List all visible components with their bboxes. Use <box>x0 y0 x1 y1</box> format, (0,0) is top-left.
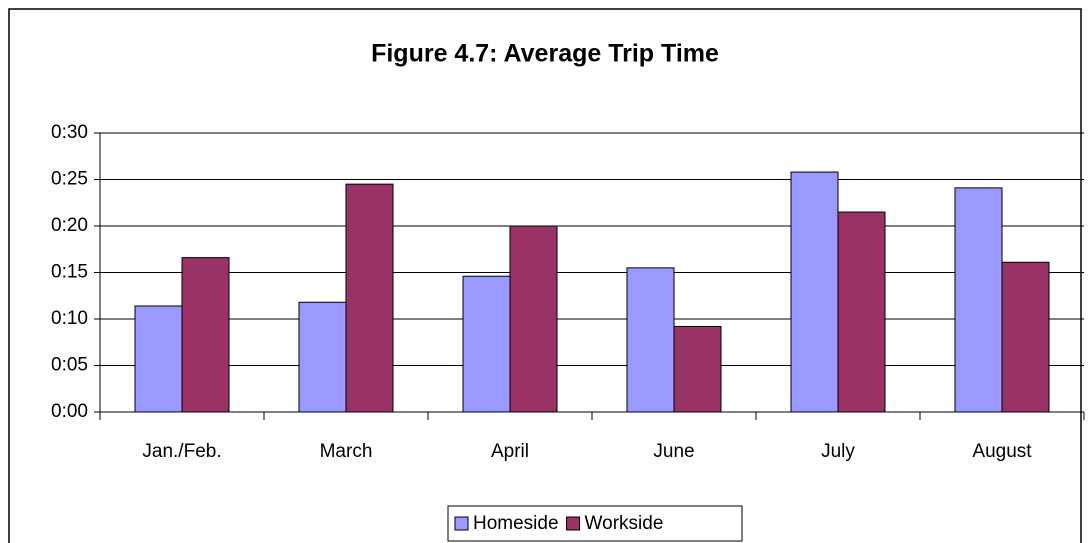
x-tick-label: June <box>653 441 694 462</box>
x-tick-label: August <box>972 441 1032 462</box>
x-tick-label: April <box>491 441 529 462</box>
bar <box>790 171 839 413</box>
bar <box>509 225 558 413</box>
bar <box>298 301 347 413</box>
bar <box>673 325 722 413</box>
x-tick-label: July <box>821 441 855 462</box>
y-tick-label: 0:30 <box>51 122 88 143</box>
bar <box>462 275 511 413</box>
legend-swatch <box>566 516 581 531</box>
legend-label: Homeside <box>473 513 559 534</box>
bar <box>837 211 886 413</box>
x-tick-label: Jan./Feb. <box>142 441 221 462</box>
bar <box>134 305 183 413</box>
bar <box>1001 261 1050 413</box>
y-tick-label: 0:00 <box>51 401 88 422</box>
y-tick-label: 0:15 <box>51 262 88 283</box>
legend-swatch <box>454 516 469 531</box>
legend-label: Workside <box>585 513 664 534</box>
bar <box>345 183 394 413</box>
y-tick-label: 0:20 <box>51 215 88 236</box>
y-tick-label: 0:05 <box>51 355 88 376</box>
x-tick-label: March <box>320 441 373 462</box>
chart-title: Figure 4.7: Average Trip Time <box>371 40 719 68</box>
bar <box>626 267 675 413</box>
bar <box>954 187 1003 413</box>
y-tick-label: 0:25 <box>51 169 88 190</box>
legend-box <box>447 505 743 542</box>
bar <box>181 257 230 413</box>
y-tick-label: 0:10 <box>51 308 88 329</box>
